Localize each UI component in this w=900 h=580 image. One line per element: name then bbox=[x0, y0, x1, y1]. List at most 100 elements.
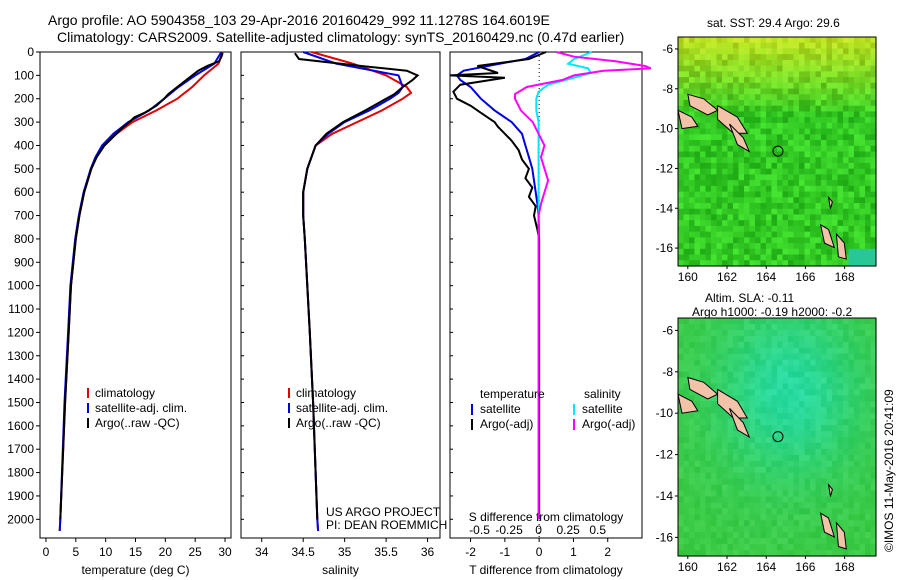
map-cell bbox=[859, 145, 866, 153]
map-cell bbox=[799, 407, 806, 414]
map-cell bbox=[749, 431, 756, 438]
map-cell bbox=[777, 134, 784, 141]
map-cell bbox=[678, 335, 685, 343]
map-cell bbox=[733, 365, 740, 373]
map-cell bbox=[760, 484, 767, 492]
map-cell bbox=[848, 318, 855, 325]
map-cell bbox=[837, 231, 844, 238]
map-cell bbox=[755, 532, 762, 539]
map-cell bbox=[711, 243, 718, 250]
map-cell bbox=[859, 231, 866, 238]
map-cell bbox=[865, 508, 872, 515]
map-cell bbox=[804, 243, 811, 250]
map-cell bbox=[859, 243, 866, 250]
map-cell bbox=[782, 454, 789, 462]
map-cell bbox=[760, 341, 767, 349]
map-cell bbox=[716, 347, 723, 355]
map-cell bbox=[837, 174, 844, 181]
map-cell bbox=[700, 140, 707, 147]
map-cell bbox=[870, 550, 877, 557]
map-cell bbox=[793, 37, 800, 44]
map-cell bbox=[810, 502, 817, 509]
map-cell bbox=[777, 105, 784, 113]
map-cell bbox=[689, 389, 696, 396]
map-cell bbox=[821, 42, 828, 50]
map-cell bbox=[870, 454, 877, 462]
map-cell bbox=[854, 82, 861, 90]
map-y-tick-label: -6 bbox=[662, 42, 673, 56]
map-cell bbox=[826, 42, 833, 50]
map-cell bbox=[793, 71, 800, 78]
map-cell bbox=[777, 162, 784, 170]
map-cell bbox=[749, 48, 756, 55]
pi-label: PI: DEAN ROEMMICH bbox=[326, 518, 448, 532]
map-cell bbox=[788, 407, 795, 414]
map-cell bbox=[683, 37, 690, 44]
map-cell bbox=[678, 383, 685, 390]
map-cell bbox=[832, 442, 839, 450]
map-cell bbox=[848, 520, 855, 527]
map-cell bbox=[782, 431, 789, 438]
map-cell bbox=[793, 377, 800, 385]
map-cell bbox=[711, 54, 718, 61]
map-cell bbox=[678, 140, 685, 147]
map-cell bbox=[865, 365, 872, 373]
map-cell bbox=[804, 448, 811, 456]
map-cell bbox=[837, 472, 844, 480]
map-cell bbox=[716, 508, 723, 515]
map-cell bbox=[705, 260, 712, 267]
map-cell bbox=[854, 389, 861, 396]
map-cell bbox=[799, 168, 806, 175]
map-cell bbox=[766, 454, 773, 462]
map-cell bbox=[744, 448, 751, 456]
map-cell bbox=[782, 134, 789, 141]
map-cell bbox=[777, 323, 784, 331]
map-cell bbox=[810, 140, 817, 147]
map-cell bbox=[749, 413, 756, 420]
map-cell bbox=[722, 260, 729, 267]
map-cell bbox=[744, 71, 751, 78]
map-cell bbox=[859, 140, 866, 147]
map-cell bbox=[700, 168, 707, 175]
map-cell bbox=[799, 323, 806, 331]
x-tick-label: -1 bbox=[500, 545, 511, 559]
map-cell bbox=[870, 395, 877, 402]
map-cell bbox=[848, 335, 855, 343]
map-cell bbox=[826, 88, 833, 95]
x-tick-label: 10 bbox=[99, 545, 113, 559]
map-cell bbox=[700, 94, 707, 101]
map-cell bbox=[799, 353, 806, 361]
map-cell bbox=[777, 111, 784, 118]
map-cell bbox=[848, 448, 855, 456]
map-cell bbox=[766, 94, 773, 101]
map-cell bbox=[832, 128, 839, 135]
map-cell bbox=[760, 532, 767, 539]
map-cell bbox=[766, 329, 773, 337]
map-cell bbox=[865, 248, 872, 256]
map-cell bbox=[744, 243, 751, 250]
map-cell bbox=[848, 329, 855, 337]
map-cell bbox=[711, 538, 718, 545]
map-cell bbox=[799, 260, 806, 267]
map-cell bbox=[727, 484, 734, 492]
map-cell bbox=[771, 496, 778, 504]
legend-label: Argo(..raw -QC) bbox=[95, 416, 180, 430]
map-cell bbox=[716, 538, 723, 545]
map-cell bbox=[738, 191, 745, 198]
map-cell bbox=[711, 437, 718, 444]
map-cell bbox=[678, 478, 685, 486]
map-cell bbox=[705, 550, 712, 557]
map-cell bbox=[837, 502, 844, 509]
map-cell bbox=[848, 407, 855, 414]
map-cell bbox=[705, 185, 712, 193]
map-cell bbox=[678, 105, 685, 113]
map-cell bbox=[865, 197, 872, 204]
map-cell bbox=[694, 37, 701, 44]
map-cell bbox=[826, 191, 833, 198]
map-cell bbox=[700, 437, 707, 444]
map-cell bbox=[705, 448, 712, 456]
map-cell bbox=[694, 174, 701, 181]
map-cell bbox=[865, 431, 872, 438]
map-cell bbox=[700, 502, 707, 509]
map-cell bbox=[821, 466, 828, 474]
